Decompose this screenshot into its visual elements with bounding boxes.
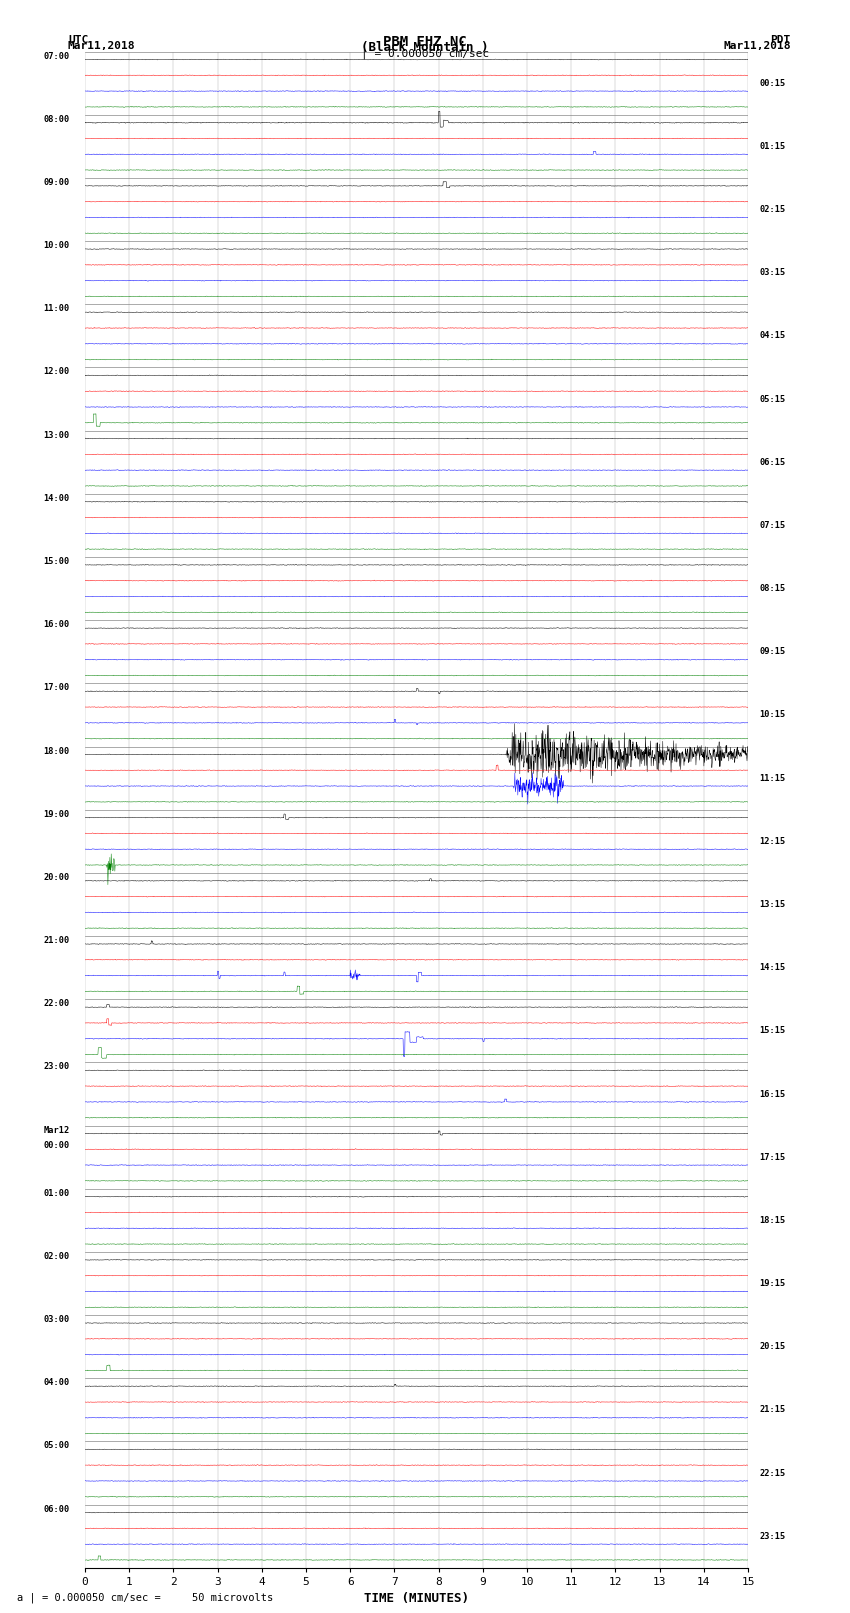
Text: 09:00: 09:00	[43, 177, 70, 187]
Text: 05:00: 05:00	[43, 1442, 70, 1450]
Text: 05:15: 05:15	[759, 395, 785, 403]
Text: 07:00: 07:00	[43, 52, 70, 61]
Text: 11:15: 11:15	[759, 774, 785, 782]
Text: (Black Mountain ): (Black Mountain )	[361, 40, 489, 55]
Text: 00:00: 00:00	[43, 1142, 70, 1150]
Text: 22:15: 22:15	[759, 1468, 785, 1478]
Text: 20:15: 20:15	[759, 1342, 785, 1352]
Text: 19:15: 19:15	[759, 1279, 785, 1289]
Text: 03:00: 03:00	[43, 1315, 70, 1324]
Text: 15:00: 15:00	[43, 556, 70, 566]
Text: Mar11,2018: Mar11,2018	[723, 40, 791, 52]
Text: 18:15: 18:15	[759, 1216, 785, 1224]
Text: 15:15: 15:15	[759, 1026, 785, 1036]
Text: 17:00: 17:00	[43, 684, 70, 692]
Text: 01:00: 01:00	[43, 1189, 70, 1198]
Text: 20:00: 20:00	[43, 873, 70, 882]
Text: 23:15: 23:15	[759, 1532, 785, 1540]
Text: 19:00: 19:00	[43, 810, 70, 819]
Text: 10:15: 10:15	[759, 710, 785, 719]
Text: a | = 0.000050 cm/sec =     50 microvolts: a | = 0.000050 cm/sec = 50 microvolts	[17, 1592, 273, 1603]
Text: 12:00: 12:00	[43, 368, 70, 376]
Text: PDT: PDT	[770, 35, 790, 45]
Text: 21:00: 21:00	[43, 936, 70, 945]
Text: 08:15: 08:15	[759, 584, 785, 594]
Text: 23:00: 23:00	[43, 1063, 70, 1071]
Text: 04:15: 04:15	[759, 331, 785, 340]
Text: Mar12: Mar12	[43, 1126, 70, 1134]
Text: 13:15: 13:15	[759, 900, 785, 910]
Text: 02:15: 02:15	[759, 205, 785, 215]
Text: 06:15: 06:15	[759, 458, 785, 466]
Text: 04:00: 04:00	[43, 1378, 70, 1387]
Text: Mar11,2018: Mar11,2018	[68, 40, 135, 52]
Text: 07:15: 07:15	[759, 521, 785, 531]
Text: 12:15: 12:15	[759, 837, 785, 845]
Text: 13:00: 13:00	[43, 431, 70, 440]
Text: UTC: UTC	[68, 35, 88, 45]
Text: 18:00: 18:00	[43, 747, 70, 755]
Text: 02:00: 02:00	[43, 1252, 70, 1261]
Text: PBM EHZ NC: PBM EHZ NC	[383, 35, 467, 48]
Text: 21:15: 21:15	[759, 1405, 785, 1415]
Text: 06:00: 06:00	[43, 1505, 70, 1513]
Text: 11:00: 11:00	[43, 305, 70, 313]
Text: 09:15: 09:15	[759, 647, 785, 656]
Text: 14:15: 14:15	[759, 963, 785, 973]
Text: 17:15: 17:15	[759, 1153, 785, 1161]
Text: 14:00: 14:00	[43, 494, 70, 503]
Text: 00:15: 00:15	[759, 79, 785, 87]
Text: 10:00: 10:00	[43, 242, 70, 250]
Text: 08:00: 08:00	[43, 115, 70, 124]
X-axis label: TIME (MINUTES): TIME (MINUTES)	[364, 1592, 469, 1605]
Text: | = 0.000050 cm/sec: | = 0.000050 cm/sec	[361, 48, 489, 60]
Text: 03:15: 03:15	[759, 268, 785, 277]
Text: 01:15: 01:15	[759, 142, 785, 152]
Text: 16:15: 16:15	[759, 1089, 785, 1098]
Text: 22:00: 22:00	[43, 1000, 70, 1008]
Text: 16:00: 16:00	[43, 621, 70, 629]
